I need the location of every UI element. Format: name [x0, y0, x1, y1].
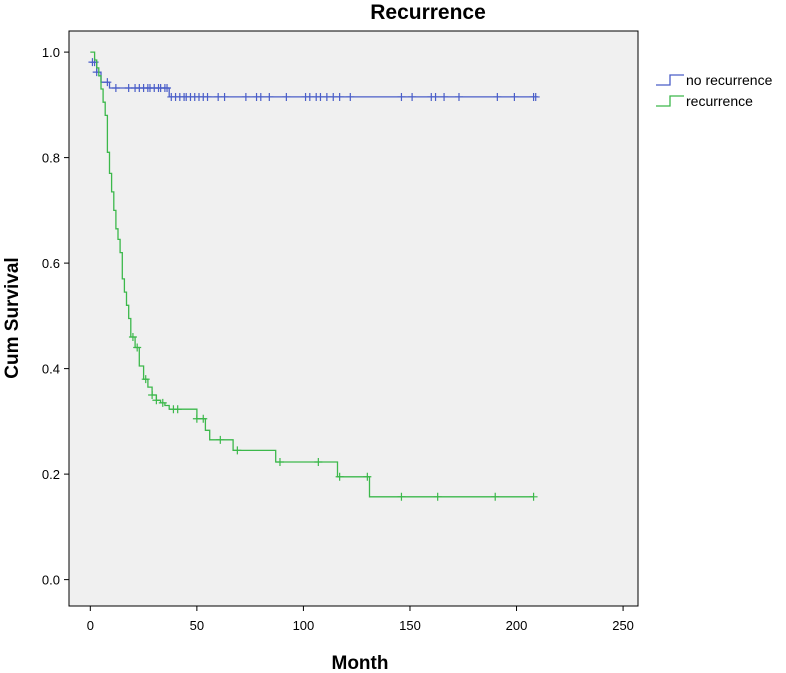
censor-mark-recurrence — [216, 435, 225, 444]
censor-mark-recurrence — [529, 492, 538, 501]
y-tick-label: 0.8 — [42, 151, 60, 166]
x-tick-label: 0 — [87, 618, 94, 633]
censor-mark-recurrence — [314, 457, 323, 466]
censor-mark-recurrence — [433, 492, 442, 501]
legend-label: no recurrence — [686, 72, 773, 88]
censor-mark-recurrence — [233, 446, 242, 455]
chart-title: Recurrence — [370, 1, 486, 24]
censor-mark-recurrence — [152, 396, 161, 405]
censor-mark-recurrence — [141, 375, 150, 384]
censor-mark-no-recurrence — [397, 92, 406, 101]
censor-mark-no-recurrence — [111, 83, 120, 92]
censor-mark-recurrence — [275, 457, 284, 466]
censor-mark-no-recurrence — [203, 92, 212, 101]
legend-label: recurrence — [686, 93, 753, 109]
censor-mark-no-recurrence — [440, 92, 449, 101]
censor-mark-recurrence — [363, 472, 372, 481]
series-layer — [88, 51, 540, 501]
series-line-recurrence — [90, 51, 534, 498]
censor-mark-recurrence — [158, 398, 167, 407]
y-tick-label: 0.4 — [42, 362, 60, 377]
x-tick-label: 250 — [612, 618, 634, 633]
censor-mark-recurrence — [397, 492, 406, 501]
censor-mark-no-recurrence — [408, 92, 417, 101]
y-tick-label: 1.0 — [42, 45, 60, 60]
x-tick-label: 150 — [399, 618, 421, 633]
legend-swatch — [656, 74, 684, 86]
plot-area — [68, 30, 639, 607]
y-tick-label: 0.2 — [42, 467, 60, 482]
censor-mark-recurrence — [335, 472, 344, 481]
legend-swatch — [656, 95, 684, 107]
censor-mark-recurrence — [148, 390, 157, 399]
legend: no recurrence recurrence — [656, 72, 773, 109]
censor-mark-recurrence — [491, 492, 500, 501]
censor-mark-recurrence — [133, 343, 142, 352]
censor-mark-no-recurrence — [431, 92, 440, 101]
censor-mark-recurrence — [128, 332, 137, 341]
censor-mark-no-recurrence — [282, 92, 291, 101]
y-axis: 0.0 0.2 0.4 0.6 0.8 1.0 — [42, 45, 69, 588]
censor-mark-no-recurrence — [265, 92, 274, 101]
censor-mark-no-recurrence — [103, 78, 112, 87]
y-tick-label: 0.0 — [42, 573, 60, 588]
censor-mark-no-recurrence — [256, 92, 265, 101]
censor-mark-no-recurrence — [346, 92, 355, 101]
censor-mark-no-recurrence — [163, 83, 172, 92]
x-axis-label: Month — [332, 653, 389, 673]
censor-mark-no-recurrence — [510, 92, 519, 101]
y-tick-label: 0.6 — [42, 256, 60, 271]
censor-mark-recurrence — [173, 405, 182, 414]
censor-mark-no-recurrence — [241, 92, 250, 101]
censor-mark-no-recurrence — [335, 92, 344, 101]
censor-mark-no-recurrence — [220, 92, 229, 101]
x-tick-label: 100 — [293, 618, 315, 633]
censor-mark-no-recurrence — [531, 92, 540, 101]
x-axis: 0 50 100 150 200 250 — [87, 606, 634, 633]
y-axis-label: Cum Survival — [2, 257, 23, 378]
x-tick-label: 50 — [190, 618, 204, 633]
censor-mark-recurrence — [199, 414, 208, 423]
x-tick-label: 200 — [506, 618, 528, 633]
censor-mark-no-recurrence — [493, 92, 502, 101]
censor-mark-no-recurrence — [454, 92, 463, 101]
